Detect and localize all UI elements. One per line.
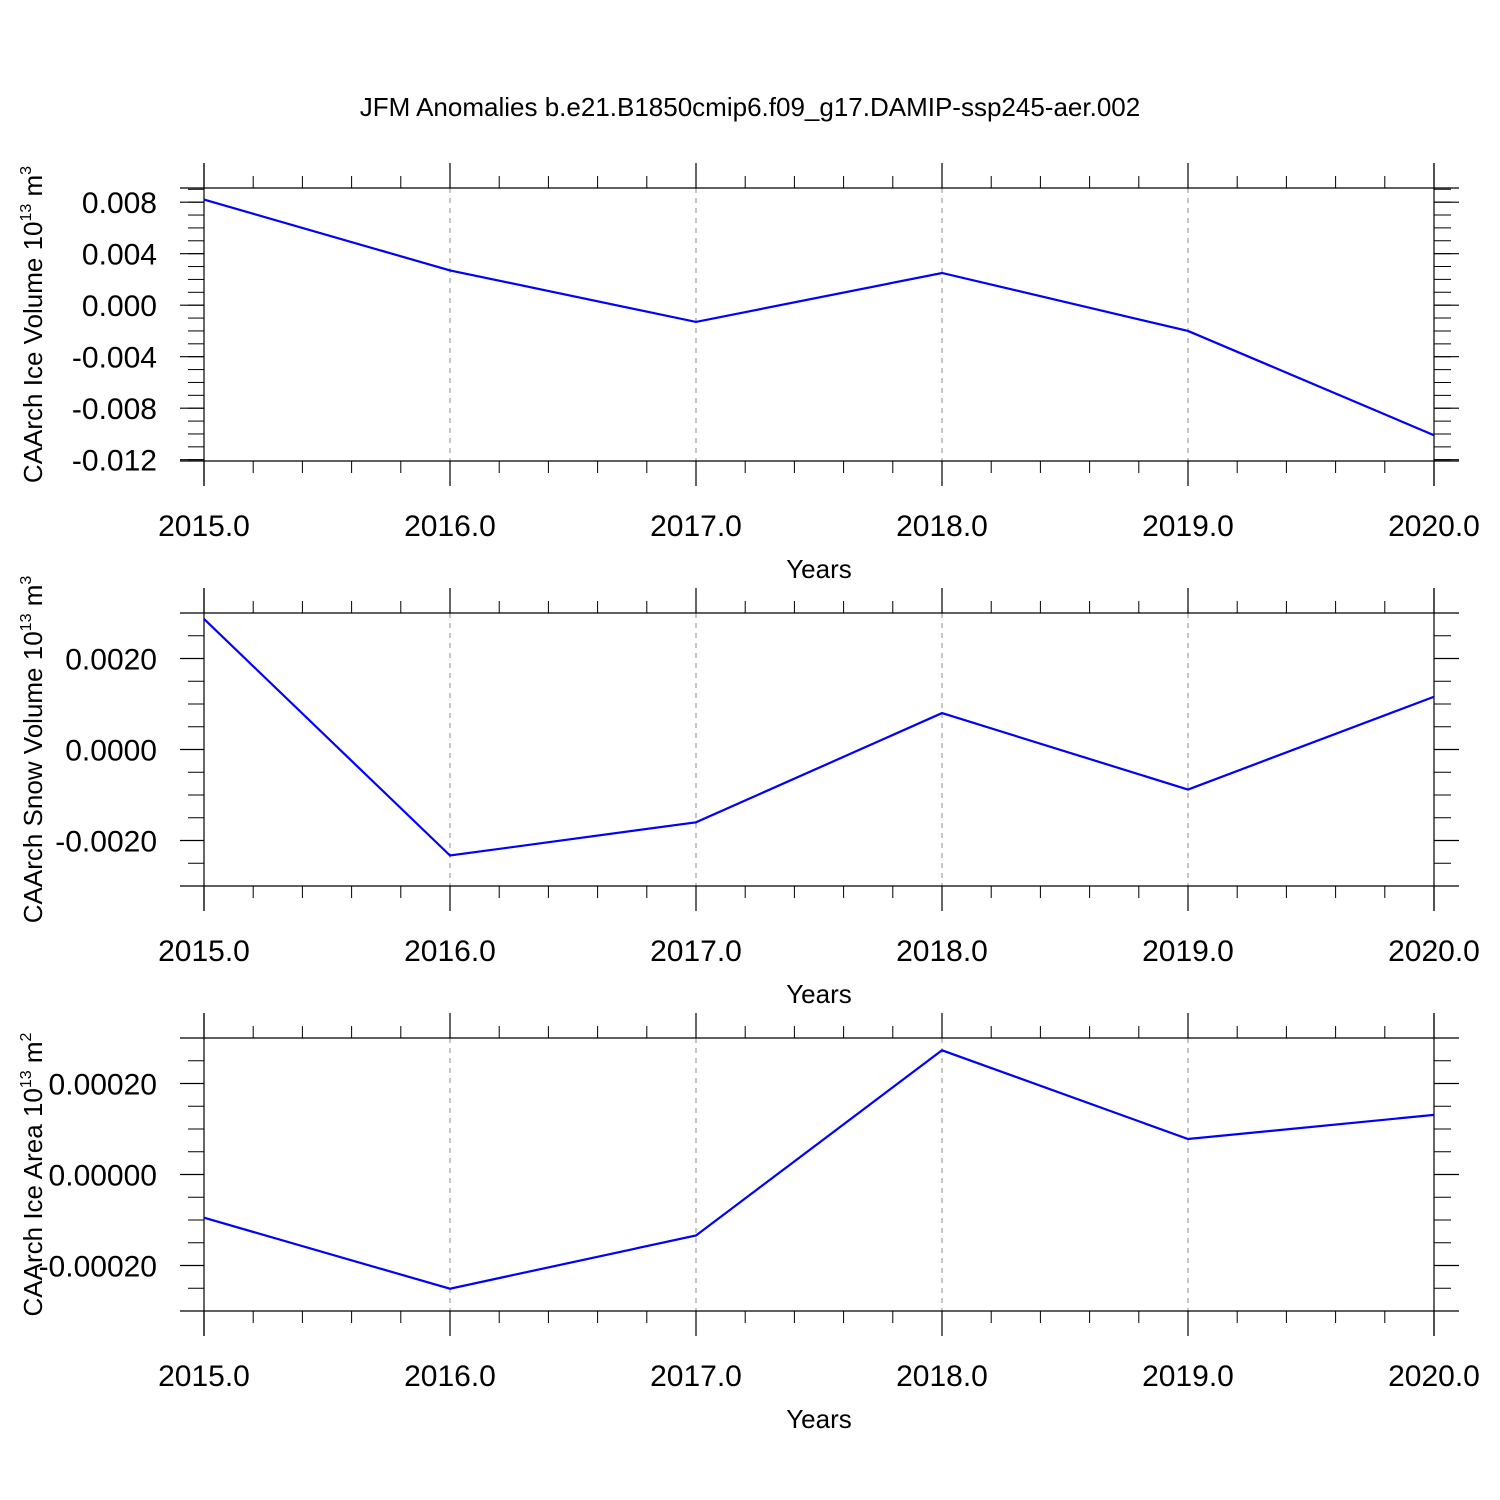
x-tick-label: 2017.0 <box>650 510 742 543</box>
y-tick-label: 0.008 <box>82 187 157 220</box>
x-axis-label: Years <box>786 554 852 584</box>
y-tick-label: 0.004 <box>82 239 157 272</box>
x-tick-label: 2016.0 <box>404 1360 496 1393</box>
x-tick-label: 2019.0 <box>1142 935 1234 968</box>
x-tick-label: 2015.0 <box>158 935 250 968</box>
x-tick-label: 2018.0 <box>896 1360 988 1393</box>
x-tick-label: 2020.0 <box>1388 510 1480 543</box>
y-axis-label: CAArch Ice Area 1013 m2 <box>18 1032 48 1316</box>
panels: 2015.0 2016.0 2017.0 2018.0 2019.0 2020.0 0.00… <box>18 163 1480 1434</box>
chart-title: JFM Anomalies b.e21.B1850cmip6.f09_g17.D… <box>360 92 1140 122</box>
y-tick-label: -0.0020 <box>55 826 157 859</box>
series-line <box>203 618 1435 857</box>
x-tick-label: 2016.0 <box>404 510 496 543</box>
y-tick-label: 0.000 <box>82 290 157 323</box>
chart-panel-3: 2015.0 2016.0 2017.0 2018.0 2019.0 2020.0 0.00… <box>18 1013 1480 1434</box>
y-tick-label: -0.012 <box>72 445 157 478</box>
y-tick-label: 0.0020 <box>65 644 157 677</box>
y-tick-label: 0.00000 <box>49 1160 157 1193</box>
x-axis-label: Years <box>786 1404 852 1434</box>
x-tick-label: 2018.0 <box>896 935 988 968</box>
chart-panel-2: 2015.0 2016.0 2017.0 2018.0 2019.0 2020.0 0.00… <box>18 576 1480 1009</box>
series-line <box>203 1049 1435 1290</box>
x-tick-label: 2020.0 <box>1388 1360 1480 1393</box>
y-tick-label: 0.00020 <box>49 1069 157 1102</box>
x-tick-label: 2019.0 <box>1142 1360 1234 1393</box>
x-tick-label: 2020.0 <box>1388 935 1480 968</box>
chart-panel-1: 2015.0 2016.0 2017.0 2018.0 2019.0 2020.0 0.00… <box>18 163 1480 584</box>
y-axis-label: CAArch Snow Volume 1013 m3 <box>18 576 48 924</box>
x-tick-label: 2017.0 <box>650 935 742 968</box>
x-tick-label: 2015.0 <box>158 510 250 543</box>
x-tick-label: 2018.0 <box>896 510 988 543</box>
y-tick-label: -0.004 <box>72 342 157 375</box>
y-tick-label: 0.0000 <box>65 735 157 768</box>
x-tick-label: 2019.0 <box>1142 510 1234 543</box>
y-tick-label: -0.00020 <box>39 1251 157 1284</box>
y-axis-label: CAArch Ice Volume 1013 m3 <box>18 166 48 483</box>
x-tick-label: 2016.0 <box>404 935 496 968</box>
x-tick-label: 2017.0 <box>650 1360 742 1393</box>
series-line <box>203 198 1435 437</box>
y-tick-label: -0.008 <box>72 393 157 426</box>
x-tick-label: 2015.0 <box>158 1360 250 1393</box>
x-axis-label: Years <box>786 979 852 1009</box>
